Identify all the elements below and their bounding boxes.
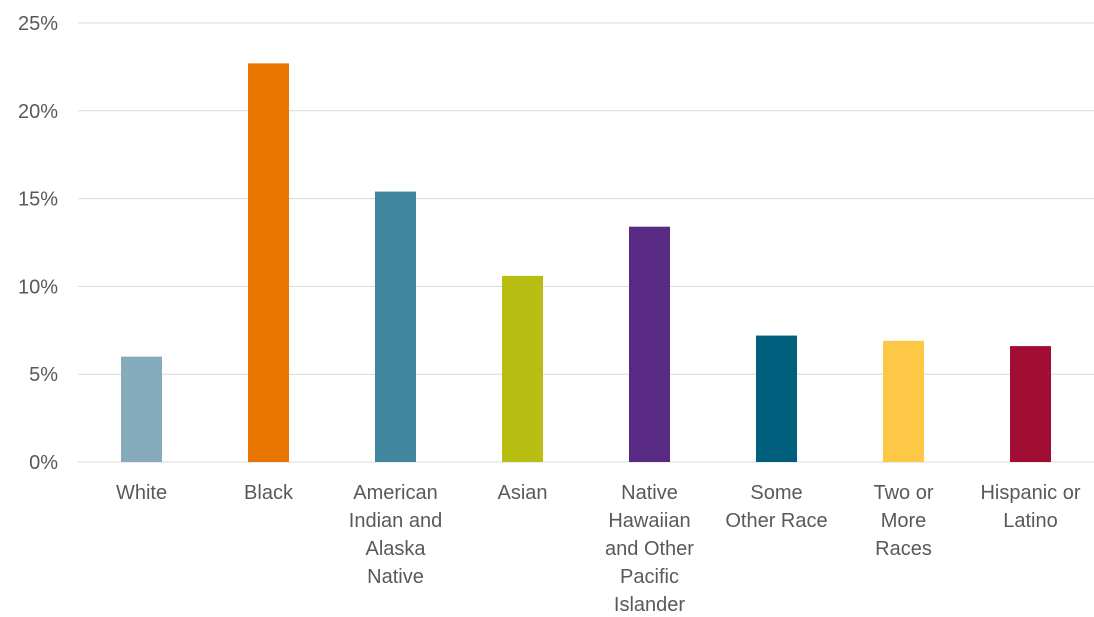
x-category-label: White (116, 482, 167, 504)
x-axis-category-labels: White Black American Indian and Alaska Native… (116, 482, 1081, 616)
x-category-label: American Indian and Alaska Native (349, 482, 442, 588)
bar (248, 63, 289, 462)
y-tick-label: 10% (18, 276, 58, 298)
y-tick-label: 20% (18, 101, 58, 123)
bar (756, 335, 797, 462)
y-axis-tick-labels: 0% 5% 10% 15% 20% 25% (18, 13, 58, 474)
y-tick-label: 0% (29, 452, 58, 474)
x-category-label: Some Other Race (725, 482, 827, 532)
y-tick-label: 15% (18, 189, 58, 211)
bars (121, 63, 1051, 463)
x-category-label: Native Hawaiian and Other Pacific Islander (605, 482, 694, 612)
bar (121, 356, 162, 462)
x-category-label: Black (244, 482, 294, 504)
y-tick-label: 5% (29, 364, 58, 386)
gridlines (78, 22, 1094, 463)
x-category-label: Hispanic or Latino (980, 482, 1080, 532)
bar (1010, 346, 1051, 462)
bar (883, 340, 924, 462)
bar (502, 275, 543, 462)
x-category-label: Asian (497, 482, 547, 504)
y-tick-label: 25% (18, 13, 58, 35)
bar (629, 226, 670, 462)
bar (375, 191, 416, 463)
x-category-label: Two or More Races (873, 482, 933, 560)
